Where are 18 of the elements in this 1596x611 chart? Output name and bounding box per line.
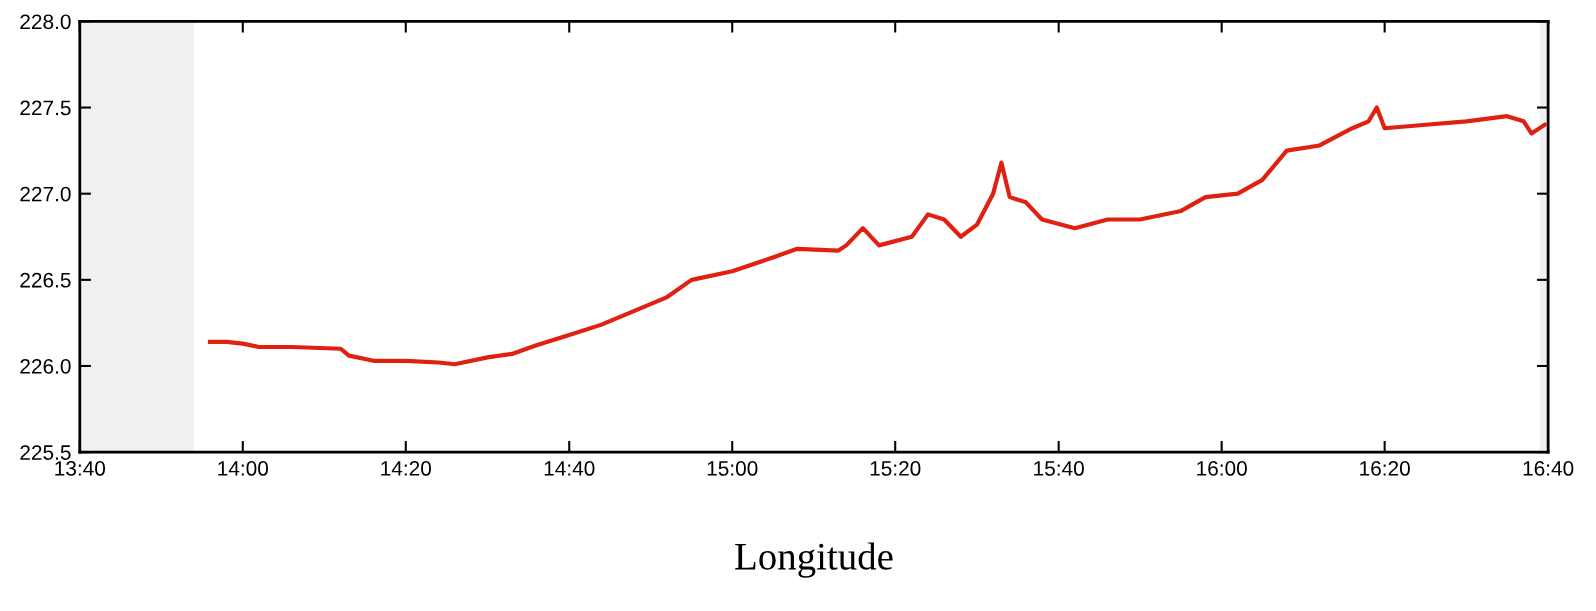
x-tick-label: 14:40 [544, 461, 595, 476]
x-tick-label: 16:00 [1197, 461, 1247, 476]
line-series [207, 105, 1547, 367]
x-axis-title: Longitude [735, 542, 893, 578]
x-tick-label: 15:40 [1034, 461, 1084, 476]
y-tick-label: 227.0 [20, 186, 71, 202]
x-tick-label: 15:20 [870, 461, 921, 476]
y-tick-label: 228.0 [20, 14, 71, 30]
x-tick-label: 16:40 [1523, 461, 1574, 476]
y-tick-label: 226.5 [20, 272, 71, 288]
x-tick-label: 13:40 [55, 461, 106, 476]
x-tick-label: 16:20 [1360, 461, 1410, 476]
y-tick-label: 225.5 [20, 445, 71, 460]
x-tick-label: 15:00 [707, 461, 758, 476]
y-tick-label: 226.0 [20, 358, 71, 374]
x-tick-label: 14:20 [381, 461, 432, 476]
y-tick-label: 227.5 [20, 100, 71, 116]
x-tick-label: 14:00 [218, 461, 269, 476]
